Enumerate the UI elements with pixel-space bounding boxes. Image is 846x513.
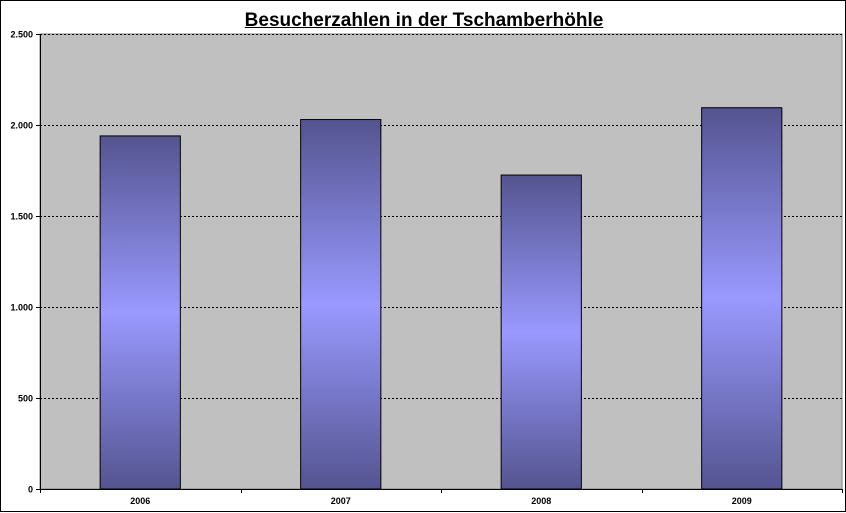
y-tick-label: 500 bbox=[18, 394, 33, 404]
x-tick-label: 2008 bbox=[531, 496, 551, 506]
chart-title: Besucherzahlen in der Tschamberhöhle bbox=[244, 10, 604, 31]
bar-2007 bbox=[300, 119, 382, 490]
y-tick-label: 2.500 bbox=[10, 30, 33, 40]
bar-2009 bbox=[701, 107, 783, 490]
y-tick-label: 1.500 bbox=[10, 212, 33, 222]
y-tick-label: 0 bbox=[28, 485, 33, 495]
bar-2006 bbox=[99, 135, 181, 490]
y-tick-label: 2.000 bbox=[10, 121, 33, 131]
x-tick-label: 2009 bbox=[732, 496, 752, 506]
x-tick-label: 2007 bbox=[331, 496, 351, 506]
bar-2008 bbox=[500, 174, 582, 490]
y-tick-label: 1.000 bbox=[10, 303, 33, 313]
x-tick-label: 2006 bbox=[130, 496, 150, 506]
